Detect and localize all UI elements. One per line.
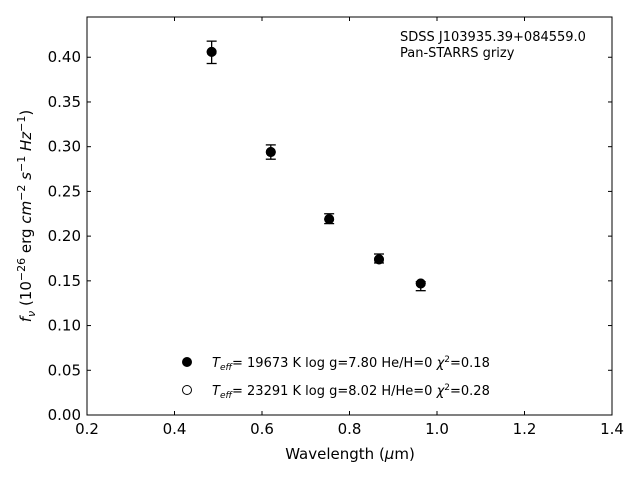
y-tick-label: 0.00: [48, 406, 81, 424]
y-tick-label: 0.35: [48, 93, 81, 111]
legend-marker-open: [182, 385, 192, 395]
plot-frame: [86, 16, 613, 416]
x-tick-label: 0.2: [75, 420, 99, 438]
annotation-line: SDSS J103935.39+084559.0: [400, 30, 586, 45]
legend-label: Teff= 23291 K log g=8.02 H/He=0 χ2=0.28: [212, 383, 490, 401]
y-tick-label: 0.30: [48, 138, 81, 156]
x-tick-label: 1.0: [425, 420, 449, 438]
legend-label: Teff= 19673 K log g=7.80 He/H=0 χ2=0.18: [212, 355, 490, 373]
y-tick-label: 0.15: [48, 272, 81, 290]
x-tick-label: 0.4: [163, 420, 187, 438]
y-tick-label: 0.40: [48, 48, 81, 66]
x-axis-title: Wavelength (μm): [285, 445, 415, 463]
svg-text:Wavelength (μm): Wavelength (μm): [285, 445, 415, 463]
y-tick-label: 0.25: [48, 182, 81, 200]
x-tick-label: 1.4: [600, 420, 624, 438]
filled-point: [415, 278, 426, 289]
y-tick-label: 0.10: [48, 317, 81, 335]
annotation-line: Pan-STARRS grizy: [400, 46, 515, 61]
filled-point: [265, 147, 276, 158]
x-tick-label: 0.8: [338, 420, 362, 438]
filled-point: [373, 254, 384, 265]
y-tick-label: 0.20: [48, 227, 81, 245]
filled-point: [324, 214, 335, 225]
x-tick-label: 0.6: [250, 420, 274, 438]
svg-text:fν (10−26 erg cm−2 s−1 Hz−1): fν (10−26 erg cm−2 s−1 Hz−1): [15, 110, 38, 323]
filled-point: [206, 46, 217, 57]
legend-marker-filled: [182, 357, 192, 367]
y-axis-title: fν (10−26 erg cm−2 s−1 Hz−1): [15, 110, 38, 323]
x-tick-label: 1.2: [513, 420, 537, 438]
y-tick-label: 0.05: [48, 361, 81, 379]
